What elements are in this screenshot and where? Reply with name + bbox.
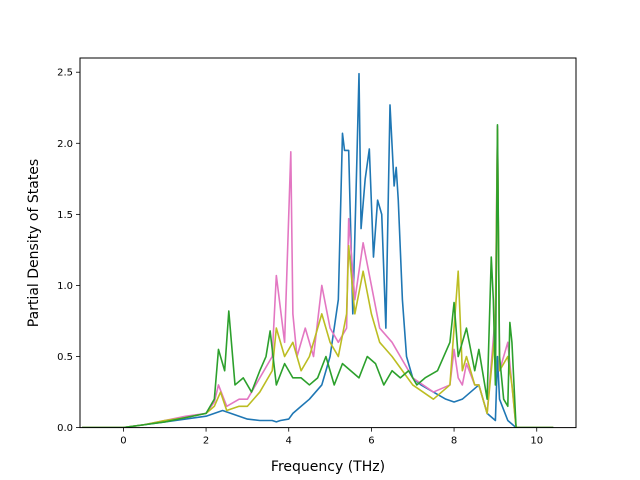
x-axis-label: Frequency (THz) — [271, 459, 385, 475]
x-tick-label: 4 — [286, 436, 292, 447]
x-tick-label: 2 — [203, 436, 209, 447]
y-tick-label: 2.5 — [57, 68, 73, 79]
y-axis-label: Partial Density of States — [26, 159, 42, 327]
x-tick-label: 10 — [530, 436, 543, 447]
series-line-1 — [82, 72, 554, 428]
series-layer — [82, 72, 554, 428]
series-line-3 — [82, 128, 554, 428]
y-tick-label: 1.0 — [57, 281, 73, 292]
x-tick-label: 6 — [368, 436, 374, 447]
plot-frame — [79, 57, 577, 429]
x-axis-ticks: 0 2 4 6 8 10 — [120, 427, 543, 447]
x-tick-label: 0 — [120, 436, 126, 447]
y-tick-label: 1.5 — [57, 210, 73, 221]
y-tick-label: 2.0 — [57, 139, 73, 150]
y-axis-ticks: 0.0 0.5 1.0 1.5 2.0 2.5 — [57, 68, 80, 434]
x-tick-label: 8 — [451, 436, 457, 447]
y-tick-label: 0.0 — [57, 423, 73, 434]
series-line-4 — [82, 124, 554, 428]
y-tick-label: 0.5 — [57, 352, 73, 363]
